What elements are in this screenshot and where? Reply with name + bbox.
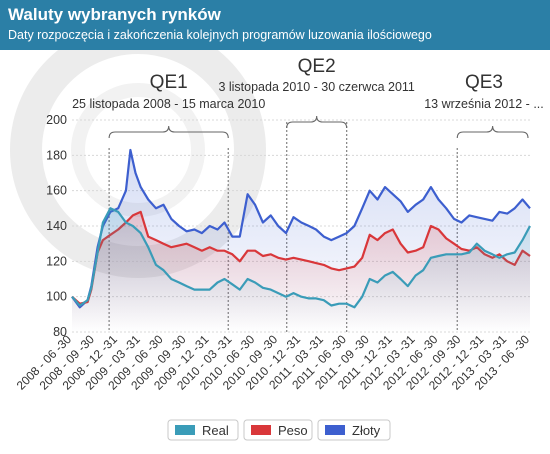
y-tick-label: 180: [46, 148, 67, 162]
chart-title: Waluty wybranych rynków: [8, 5, 221, 24]
y-tick-label: 200: [46, 113, 67, 127]
chart-subtitle: Daty rozpoczęcia i zakończenia kolejnych…: [8, 28, 432, 42]
legend: Real Peso Złoty: [167, 419, 391, 441]
y-tick-label: 140: [46, 219, 67, 233]
y-tick-label: 120: [46, 254, 67, 268]
qe-brace: [108, 125, 229, 139]
y-axis: 80 100 120 140 160 180 200: [46, 113, 67, 339]
y-tick-label: 80: [53, 325, 67, 339]
series-area-real: [72, 208, 530, 332]
qe-dates: 13 września 2012 - ...: [424, 97, 544, 111]
y-tick-label: 100: [46, 290, 67, 304]
qe-name: QE1: [150, 72, 188, 93]
legend-swatch-real: [175, 425, 195, 435]
qe-brace: [286, 115, 348, 129]
chart-header: Waluty wybranych rynków Daty rozpoczęcia…: [0, 0, 550, 50]
series-line-peso: [71, 210, 531, 305]
legend-label: Real: [202, 423, 229, 438]
legend-swatch-złoty: [325, 425, 345, 435]
legend-label: Złoty: [352, 423, 381, 438]
series-line-real: [71, 207, 531, 309]
qe-dates: 3 listopada 2010 - 30 czerwca 2011: [218, 80, 414, 94]
y-tick-label: 160: [46, 184, 67, 198]
qe-brace: [456, 125, 529, 139]
qe-name: QE3: [465, 72, 503, 93]
chart-area: QE1 25 listopada 2008 - 15 marca 2010 QE2 3…: [10, 50, 544, 441]
qe-name: QE2: [298, 56, 336, 77]
legend-swatch-peso: [251, 425, 271, 435]
series-layer: [71, 148, 531, 332]
qe-dates: 25 listopada 2008 - 15 marca 2010: [72, 97, 265, 111]
series-line-złoty: [71, 148, 531, 309]
legend-label: Peso: [278, 423, 308, 438]
